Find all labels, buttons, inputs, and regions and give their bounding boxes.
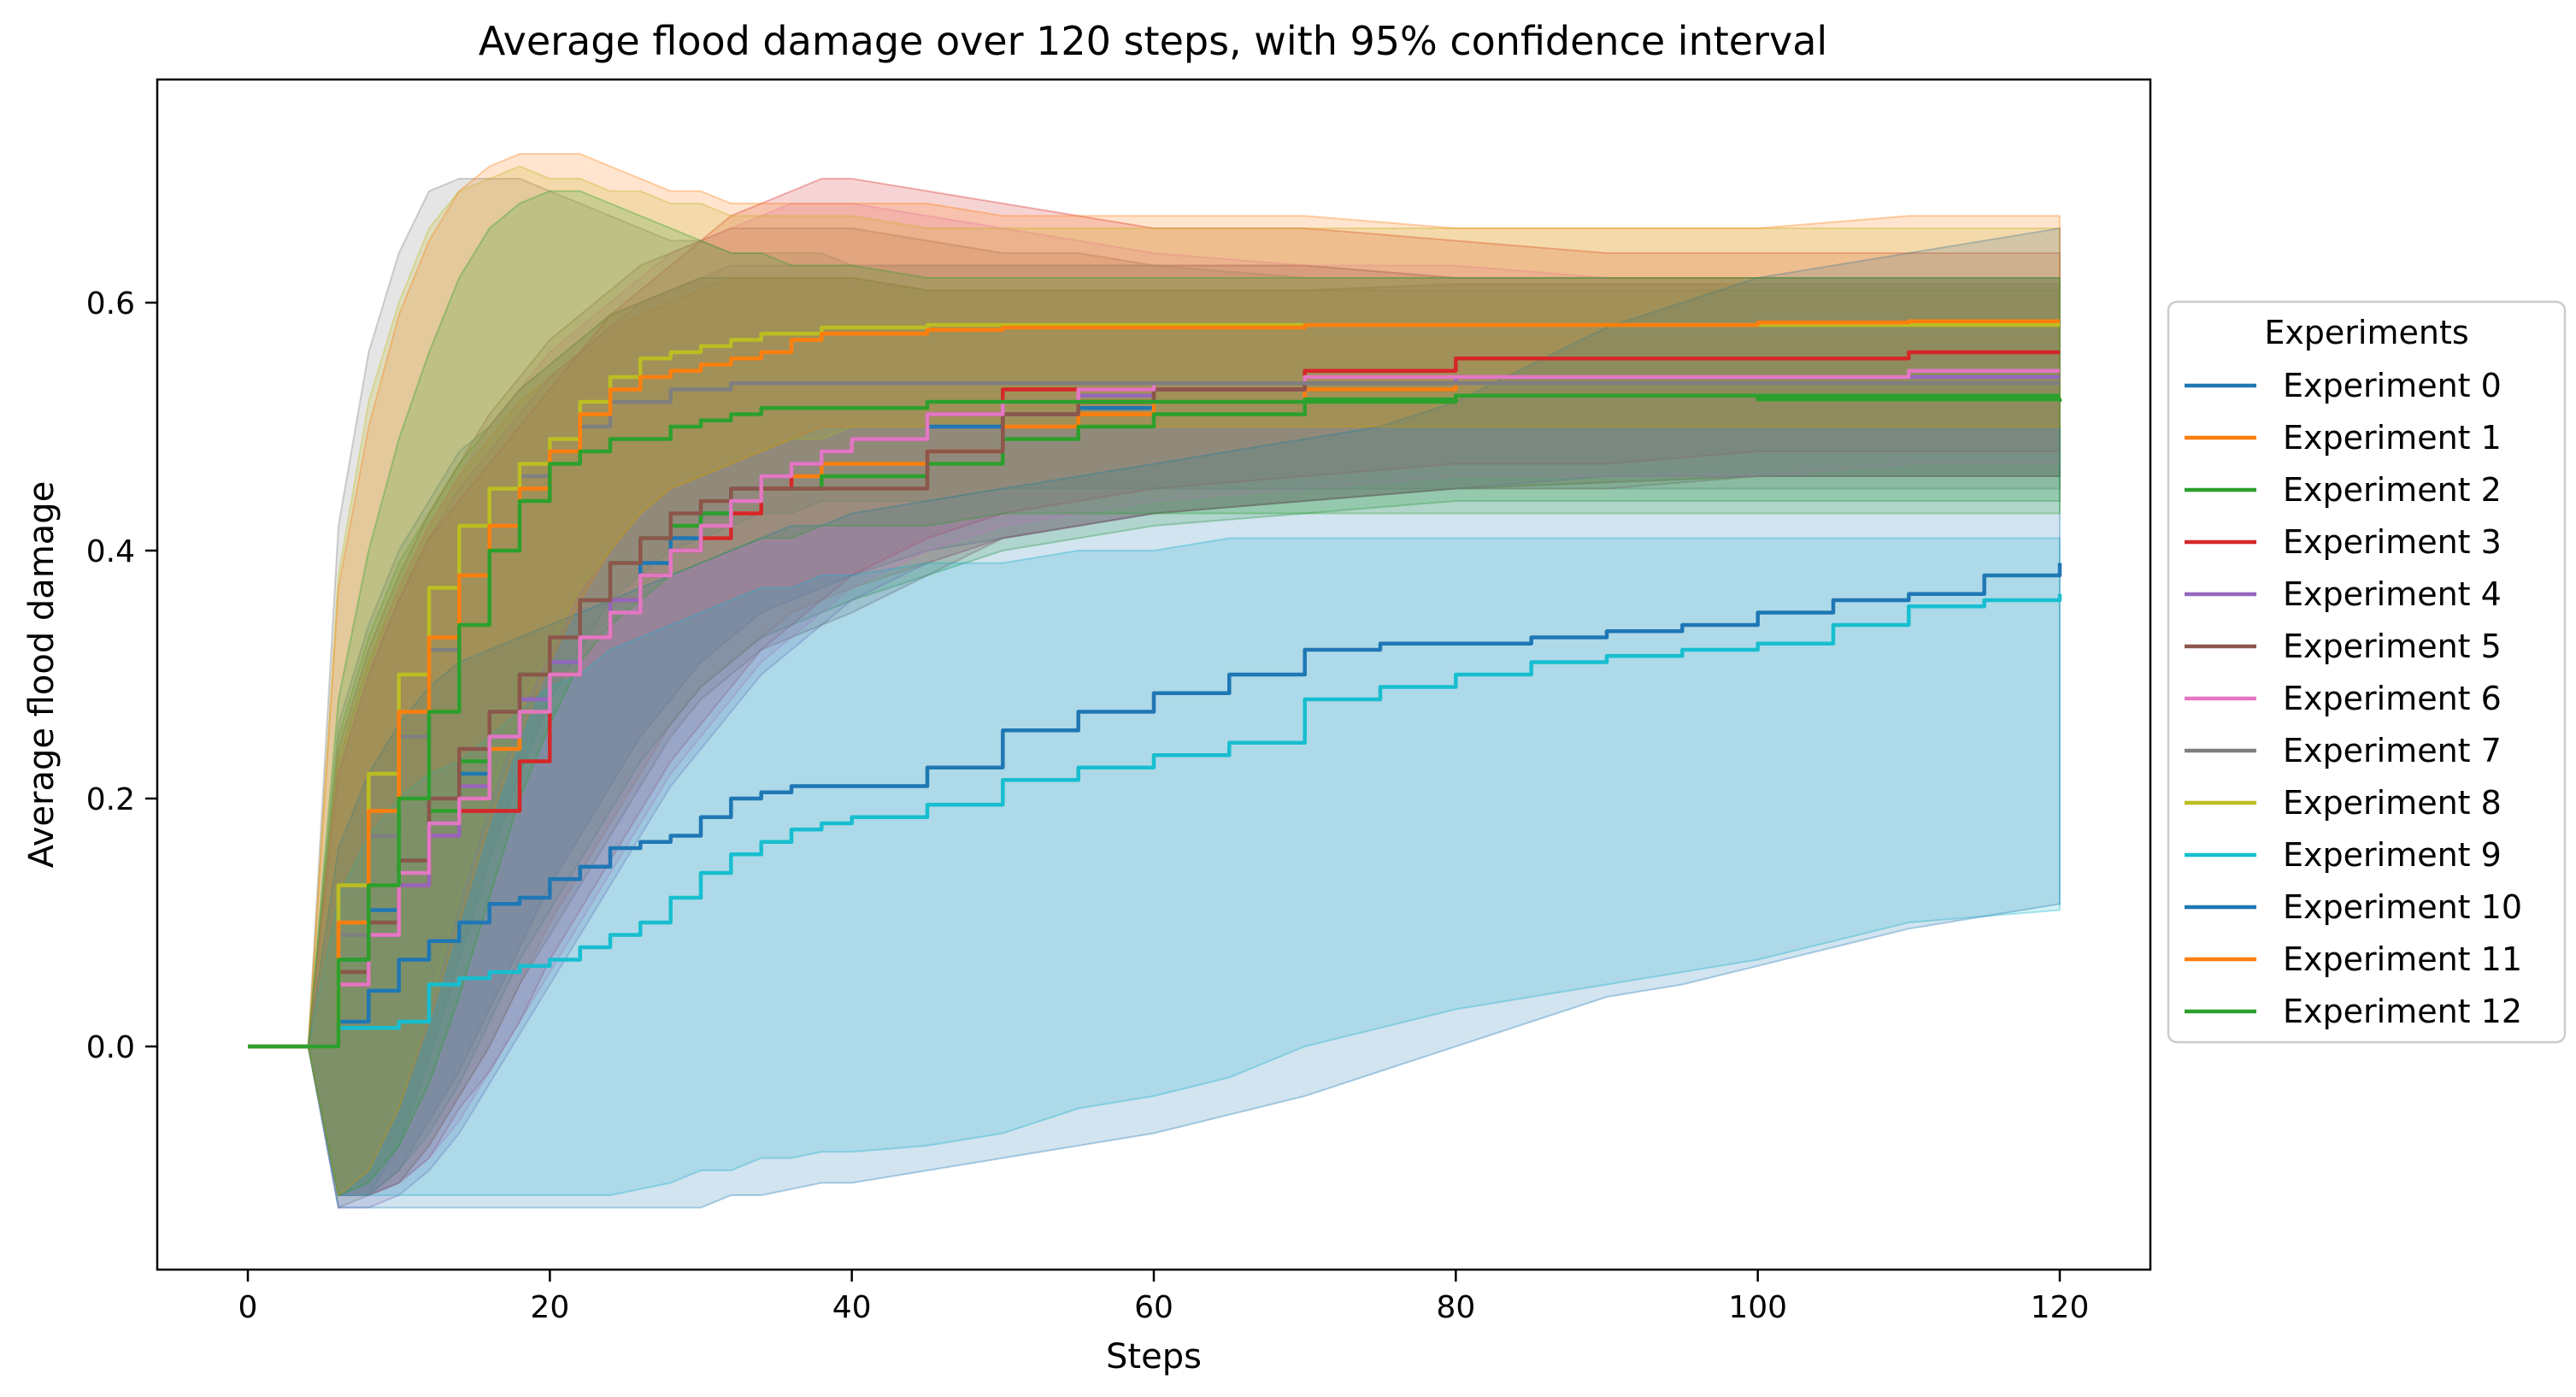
mean-line-experiment-12 [248, 393, 2062, 1049]
legend-label: Experiment 1 [2283, 419, 2502, 457]
legend-label: Experiment 11 [2283, 940, 2522, 978]
x-tick-label: 60 [1134, 1290, 1173, 1325]
legend-label: Experiment 2 [2283, 471, 2502, 509]
mean-line-experiment-11 [248, 319, 2060, 1049]
y-axis-ticks: 0.0 0.2 0.4 0.6 [86, 286, 157, 1065]
legend-items: Experiment 0 Experiment 1 Experiment 2 Expe… [2185, 367, 2522, 1030]
legend-label: Experiment 4 [2283, 575, 2502, 613]
confidence-bands [248, 153, 2061, 1209]
legend-title: Experiments [2264, 314, 2468, 351]
legend-label: Experiment 10 [2283, 888, 2522, 926]
y-tick-label: 0.4 [86, 534, 135, 569]
x-tick-label: 120 [2031, 1290, 2090, 1325]
mean-line-experiment-10 [248, 563, 2062, 1049]
legend-label: Experiment 7 [2283, 732, 2502, 769]
x-tick-label: 0 [238, 1290, 258, 1325]
x-tick-label: 40 [832, 1290, 872, 1325]
x-axis-label: Steps [1106, 1337, 1202, 1376]
x-tick-label: 20 [530, 1290, 569, 1325]
legend-box [2167, 300, 2567, 1044]
y-axis-label: Average flood damage [22, 481, 62, 869]
legend-label: Experiment 0 [2283, 367, 2502, 404]
mean-line-experiment-9 [248, 593, 2062, 1049]
y-tick-label: 0.6 [86, 286, 135, 321]
x-tick-label: 100 [1728, 1290, 1787, 1325]
chart-title: Average flood damage over 120 steps, wit… [479, 18, 1827, 64]
legend-label: Experiment 9 [2283, 836, 2502, 874]
legend-label: Experiment 3 [2283, 523, 2502, 561]
x-axis-ticks: 0 20 40 60 80 100 120 [238, 1270, 2090, 1325]
legend-label: Experiment 5 [2283, 628, 2502, 665]
mean-lines [248, 319, 2062, 1049]
x-tick-label: 80 [1436, 1290, 1475, 1325]
ci-band-experiment-9 [248, 537, 2061, 1196]
legend-label: Experiment 12 [2283, 993, 2522, 1030]
legend-label: Experiment 8 [2283, 784, 2502, 822]
legend-label: Experiment 6 [2283, 680, 2502, 717]
y-tick-label: 0.0 [86, 1030, 135, 1065]
mean-line-experiment-8 [248, 322, 2060, 1049]
mean-line-experiment-6 [248, 368, 2060, 1049]
y-tick-label: 0.2 [86, 782, 135, 817]
